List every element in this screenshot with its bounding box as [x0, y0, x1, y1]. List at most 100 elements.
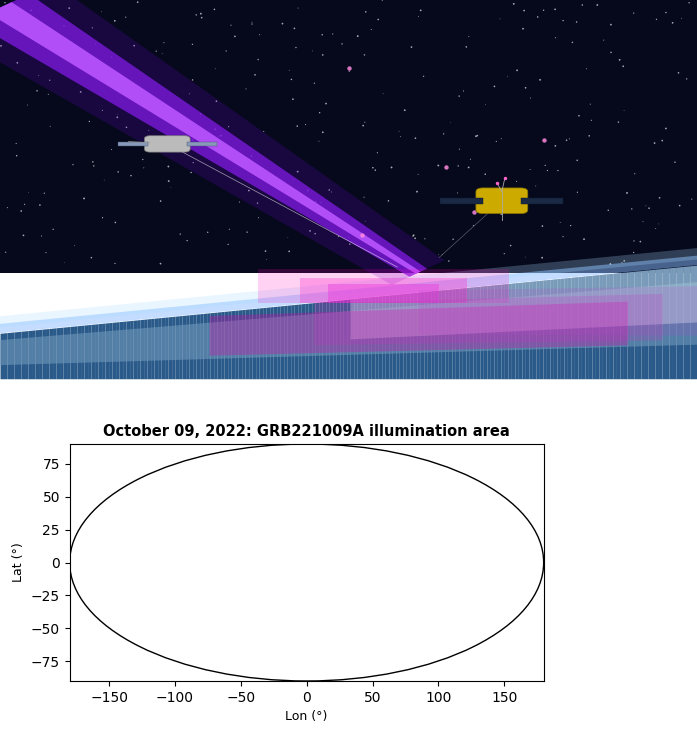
- Point: [288, 173, 299, 185]
- Point: [410, 232, 421, 244]
- Point: [243, 184, 254, 196]
- Point: [606, 19, 617, 31]
- Point: [11, 150, 22, 162]
- Point: [583, 130, 595, 142]
- Point: [109, 15, 121, 27]
- Point: [558, 230, 569, 242]
- Point: [300, 118, 311, 130]
- Point: [155, 195, 166, 207]
- Point: [242, 226, 253, 238]
- Point: [660, 122, 671, 134]
- Point: [19, 198, 30, 210]
- Point: [373, 13, 384, 26]
- Point: [215, 130, 227, 142]
- Point: [321, 98, 332, 109]
- Point: [252, 197, 263, 209]
- Point: [628, 247, 639, 259]
- Point: [408, 230, 419, 242]
- Point: [470, 130, 482, 142]
- Point: [520, 82, 531, 94]
- Point: [472, 130, 483, 142]
- Point: [454, 143, 465, 155]
- Point: [293, 2, 304, 14]
- Point: [187, 157, 199, 169]
- Point: [292, 166, 303, 178]
- Point: [309, 228, 321, 240]
- Point: [112, 108, 123, 120]
- Point: [433, 160, 444, 172]
- Point: [90, 38, 101, 50]
- Point: [447, 233, 459, 245]
- Point: [302, 184, 314, 196]
- Point: [629, 235, 640, 247]
- Point: [187, 134, 199, 146]
- X-axis label: Lon (°): Lon (°): [286, 710, 328, 723]
- Point: [40, 247, 52, 259]
- Point: [606, 46, 617, 58]
- Point: [413, 168, 424, 180]
- Point: [109, 257, 121, 269]
- Point: [12, 57, 23, 69]
- Point: [209, 4, 220, 16]
- Point: [210, 63, 221, 75]
- Point: [525, 164, 536, 176]
- Point: [441, 160, 452, 172]
- Point: [628, 8, 639, 20]
- Point: [549, 3, 560, 15]
- Point: [572, 186, 583, 198]
- Point: [18, 230, 29, 242]
- Point: [496, 208, 507, 220]
- Point: [10, 137, 22, 149]
- Point: [674, 200, 685, 211]
- Point: [0, 0, 10, 9]
- Point: [163, 160, 174, 172]
- Point: [157, 47, 168, 59]
- Point: [158, 37, 169, 49]
- Point: [15, 205, 26, 217]
- Point: [491, 177, 503, 189]
- Point: [31, 85, 43, 97]
- Point: [542, 164, 553, 176]
- Point: [132, 0, 144, 8]
- Point: [22, 99, 33, 111]
- Point: [43, 88, 54, 101]
- Point: [291, 120, 302, 132]
- Point: [491, 136, 502, 148]
- Point: [254, 28, 265, 40]
- Point: [316, 196, 327, 208]
- Point: [464, 31, 475, 43]
- Point: [246, 18, 257, 30]
- Point: [550, 32, 561, 44]
- Point: [502, 70, 513, 82]
- Point: [576, 0, 588, 11]
- Point: [222, 238, 233, 250]
- Point: [89, 160, 100, 172]
- Point: [196, 12, 207, 24]
- Point: [163, 175, 174, 187]
- Point: [399, 104, 411, 116]
- Point: [75, 86, 86, 98]
- Point: [461, 41, 472, 53]
- Point: [87, 156, 98, 168]
- Point: [498, 248, 510, 259]
- Point: [229, 31, 240, 43]
- Point: [287, 93, 298, 105]
- Point: [360, 6, 372, 18]
- Point: [110, 217, 121, 229]
- Point: [155, 258, 166, 270]
- Point: [383, 195, 394, 207]
- Point: [97, 211, 108, 223]
- Point: [0, 246, 11, 258]
- Point: [96, 5, 107, 17]
- Point: [684, 0, 695, 9]
- Point: [307, 45, 318, 57]
- Point: [420, 232, 431, 244]
- Point: [558, 14, 569, 26]
- Point: [480, 99, 491, 111]
- Point: [357, 229, 368, 241]
- Point: [113, 166, 124, 178]
- Point: [572, 154, 583, 166]
- Point: [613, 116, 624, 128]
- Point: [181, 235, 192, 247]
- Polygon shape: [0, 0, 427, 277]
